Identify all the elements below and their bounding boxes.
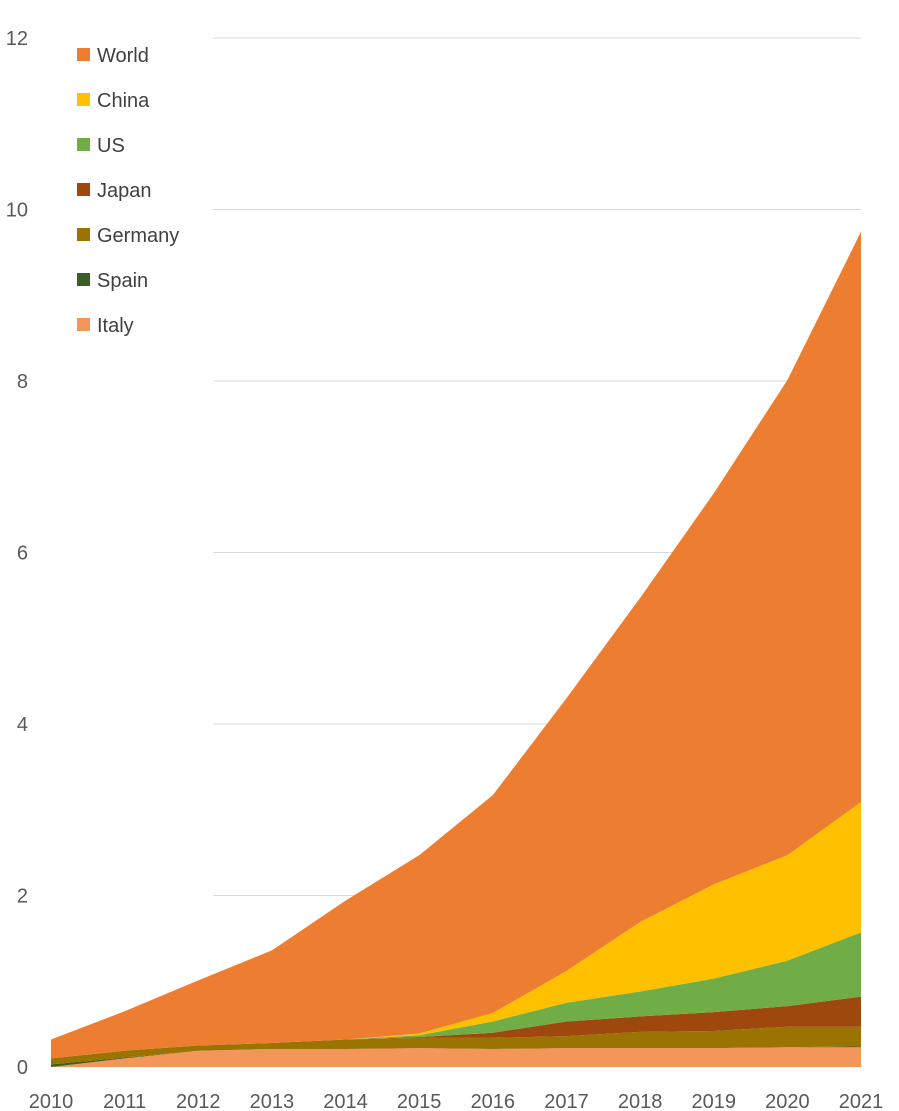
y-tick-label-8: 8 <box>17 371 28 393</box>
y-tick-label-2: 2 <box>17 886 28 908</box>
x-tick-label-2015: 2015 <box>397 1091 442 1111</box>
x-tick-label-2010: 2010 <box>29 1091 74 1111</box>
x-tick-label-2016: 2016 <box>471 1091 516 1111</box>
x-tick-label-2018: 2018 <box>618 1091 663 1111</box>
legend-swatch-germany <box>77 228 90 241</box>
area-us <box>51 932 861 1059</box>
y-tick-label-10: 10 <box>6 200 28 222</box>
legend-label-germany: Germany <box>97 225 179 247</box>
x-axis: 2010 2011 2012 2013 2014 2015 2016 2017 2018 2019… <box>29 1091 884 1111</box>
area-china <box>51 802 861 1059</box>
legend-swatch-world <box>77 48 90 61</box>
legend: World China US Japan Germany Spain Italy <box>77 45 179 337</box>
x-tick-label-2017: 2017 <box>544 1091 589 1111</box>
area-germany <box>51 1026 861 1065</box>
legend-label-china: China <box>97 90 150 112</box>
legend-swatch-china <box>77 93 90 106</box>
y-tick-label-12: 12 <box>6 28 28 50</box>
legend-label-spain: Spain <box>97 270 148 292</box>
x-tick-label-2013: 2013 <box>250 1091 295 1111</box>
area-japan <box>51 996 861 1059</box>
legend-label-italy: Italy <box>97 315 134 337</box>
legend-swatch-japan <box>77 183 90 196</box>
x-tick-label-2020: 2020 <box>765 1091 810 1111</box>
legend-swatch-italy <box>77 318 90 331</box>
legend-label-world: World <box>97 45 149 67</box>
area-italy <box>51 1047 861 1067</box>
area-world <box>51 231 861 1059</box>
x-tick-label-2011: 2011 <box>103 1091 146 1111</box>
y-tick-label-6: 6 <box>17 543 28 565</box>
x-tick-label-2012: 2012 <box>176 1091 221 1111</box>
legend-label-japan: Japan <box>97 180 152 202</box>
x-tick-label-2019: 2019 <box>691 1091 736 1111</box>
legend-label-us: US <box>97 135 125 157</box>
y-tick-label-4: 4 <box>17 714 28 736</box>
legend-swatch-us <box>77 138 90 151</box>
y-axis: 0 2 4 6 8 10 12 <box>6 28 28 1079</box>
x-tick-label-2014: 2014 <box>323 1091 368 1111</box>
x-tick-label-2021: 2021 <box>839 1091 884 1111</box>
y-tick-label-0: 0 <box>17 1057 28 1079</box>
legend-swatch-spain <box>77 273 90 286</box>
area-series <box>51 231 861 1067</box>
